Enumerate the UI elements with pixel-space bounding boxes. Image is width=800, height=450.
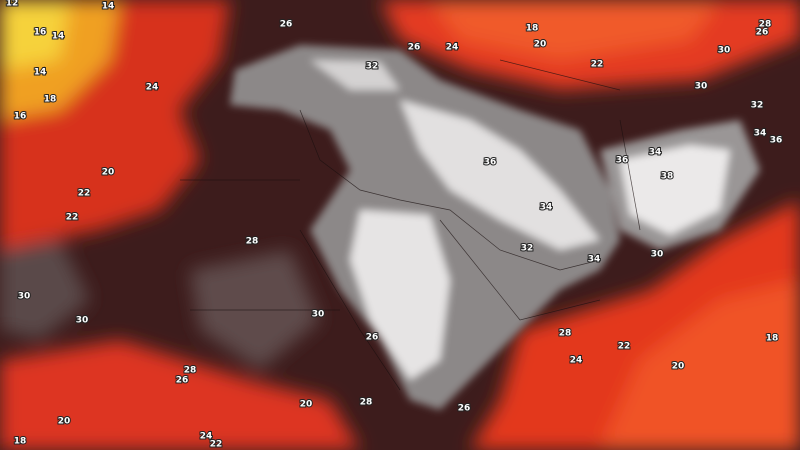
temperature-label: 32: [366, 62, 379, 72]
temperature-label: 20: [672, 362, 685, 372]
temperature-label: 26: [408, 43, 421, 53]
temperature-label: 34: [540, 203, 553, 213]
temperature-label: 30: [312, 310, 325, 320]
temperature-label: 20: [300, 400, 313, 410]
borders: [180, 59, 641, 391]
temperature-label: 24: [446, 43, 459, 53]
temperature-label: 18: [44, 95, 57, 105]
temperature-label: 24: [146, 83, 159, 93]
temperature-label: 30: [18, 292, 31, 302]
temperature-label: 32: [521, 244, 534, 254]
temperature-label: 34: [754, 129, 767, 139]
temperature-label: 14: [52, 32, 65, 42]
temperature-label: 32: [751, 101, 764, 111]
temperature-label: 18: [766, 334, 779, 344]
temperature-label: 30: [695, 82, 708, 92]
temperature-label: 18: [14, 437, 27, 447]
temperature-label: 14: [102, 2, 115, 12]
temperature-label: 24: [200, 432, 213, 442]
temperature-label: 28: [559, 329, 572, 339]
hot-region: [230, 45, 760, 410]
temperature-label: 20: [534, 40, 547, 50]
temperature-label: 30: [76, 316, 89, 326]
temperature-label: 38: [661, 172, 674, 182]
temperature-label: 26: [756, 28, 769, 38]
temperature-label: 28: [246, 237, 259, 247]
temperature-label: 22: [210, 440, 223, 450]
temperature-label: 26: [458, 404, 471, 414]
temperature-label: 36: [616, 156, 629, 166]
temperature-label: 22: [66, 213, 79, 223]
temperature-label: 30: [651, 250, 664, 260]
temperature-label: 22: [78, 189, 91, 199]
temperature-label: 28: [360, 398, 373, 408]
temperature-label: 20: [102, 168, 115, 178]
temperature-label: 26: [176, 376, 189, 386]
temperature-label: 18: [526, 24, 539, 34]
temperature-label: 30: [718, 46, 731, 56]
temperature-label: 22: [591, 60, 604, 70]
temperature-label: 12: [6, 0, 19, 9]
temperature-label: 34: [588, 255, 601, 265]
temperature-label: 20: [58, 417, 71, 427]
temperature-label: 28: [184, 366, 197, 376]
temperature-label: 16: [34, 28, 47, 38]
temperature-label: 28: [759, 20, 772, 30]
temperature-label: 34: [649, 148, 662, 158]
temperature-label: 22: [618, 342, 631, 352]
temperature-label: 16: [14, 112, 27, 122]
temperature-label: 26: [280, 20, 293, 30]
temperature-label: 14: [34, 68, 47, 78]
temperature-label: 24: [570, 356, 583, 366]
temperature-label: 26: [366, 333, 379, 343]
temperature-label: 36: [484, 158, 497, 168]
temperature-label: 36: [770, 136, 783, 146]
